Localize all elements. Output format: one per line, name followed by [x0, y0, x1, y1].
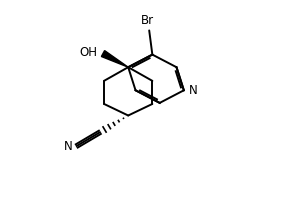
Text: OH: OH [80, 46, 98, 59]
Text: Br: Br [141, 14, 154, 27]
Text: N: N [189, 84, 198, 97]
Polygon shape [102, 51, 128, 67]
Text: N: N [64, 140, 73, 154]
